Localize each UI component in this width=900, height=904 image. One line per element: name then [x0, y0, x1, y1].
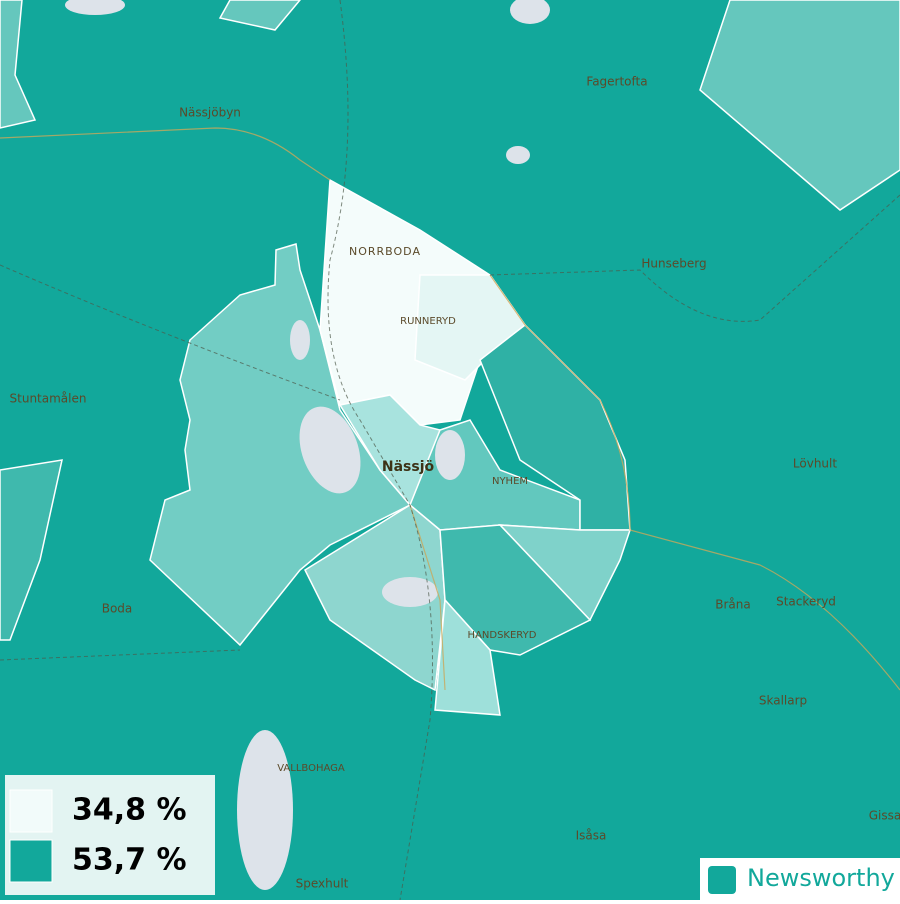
lake	[435, 430, 465, 480]
place-label: Stuntamålen	[10, 392, 87, 406]
lakes	[65, 0, 550, 890]
region	[699, 0, 900, 211]
legend-swatch	[9, 789, 53, 833]
legend-label: 34,8 %	[72, 793, 187, 828]
place-label: Nässjö	[382, 459, 435, 475]
place-label: Skallarp	[759, 694, 807, 708]
place-label: Stackeryd	[776, 595, 836, 609]
region	[0, 0, 37, 129]
place-label: Boda	[102, 602, 133, 616]
lake	[290, 320, 310, 360]
railway	[0, 649, 241, 661]
place-label: NORRBODA	[349, 245, 421, 258]
place-label: Gissa	[869, 809, 900, 823]
road	[489, 274, 900, 691]
railway	[0, 264, 341, 401]
region	[498, 524, 632, 622]
place-label: VALLBOHAGA	[277, 763, 345, 774]
region	[304, 504, 446, 692]
lake	[237, 730, 293, 890]
place-label: Hunseberg	[641, 257, 706, 271]
region	[0, 459, 63, 641]
place-label: NYHEM	[492, 476, 528, 487]
place-label: Spexhult	[296, 877, 349, 891]
region	[149, 243, 412, 647]
place-label: Bråna	[715, 598, 750, 612]
legend: 34,8 % 53,7 %	[5, 775, 215, 895]
place-label: Isåsa	[576, 829, 607, 843]
railway	[327, 0, 433, 901]
place-label: HANDSKERYD	[468, 630, 537, 641]
brand: Newsworthy	[700, 858, 900, 900]
road	[409, 504, 446, 691]
place-label: Fagertofta	[586, 75, 647, 89]
place-label: Nässjöbyn	[179, 106, 241, 120]
lake	[382, 577, 438, 607]
lake	[299, 406, 361, 494]
brand-icon	[708, 866, 736, 894]
place-labels: Nässjöbyn Fagertofta NORRBODA RUNNERYD H…	[10, 75, 900, 891]
road	[0, 127, 331, 181]
region	[434, 598, 501, 716]
regions	[0, 0, 900, 716]
lake	[65, 0, 125, 15]
lake	[510, 0, 550, 24]
place-label: Lövhult	[793, 457, 837, 471]
brand-name: Newsworthy	[747, 864, 895, 892]
lake	[506, 146, 530, 164]
legend-swatch	[9, 839, 53, 883]
place-label: RUNNERYD	[400, 316, 456, 327]
railway	[489, 194, 900, 322]
region	[218, 0, 301, 31]
legend-label: 53,7 %	[72, 843, 187, 878]
